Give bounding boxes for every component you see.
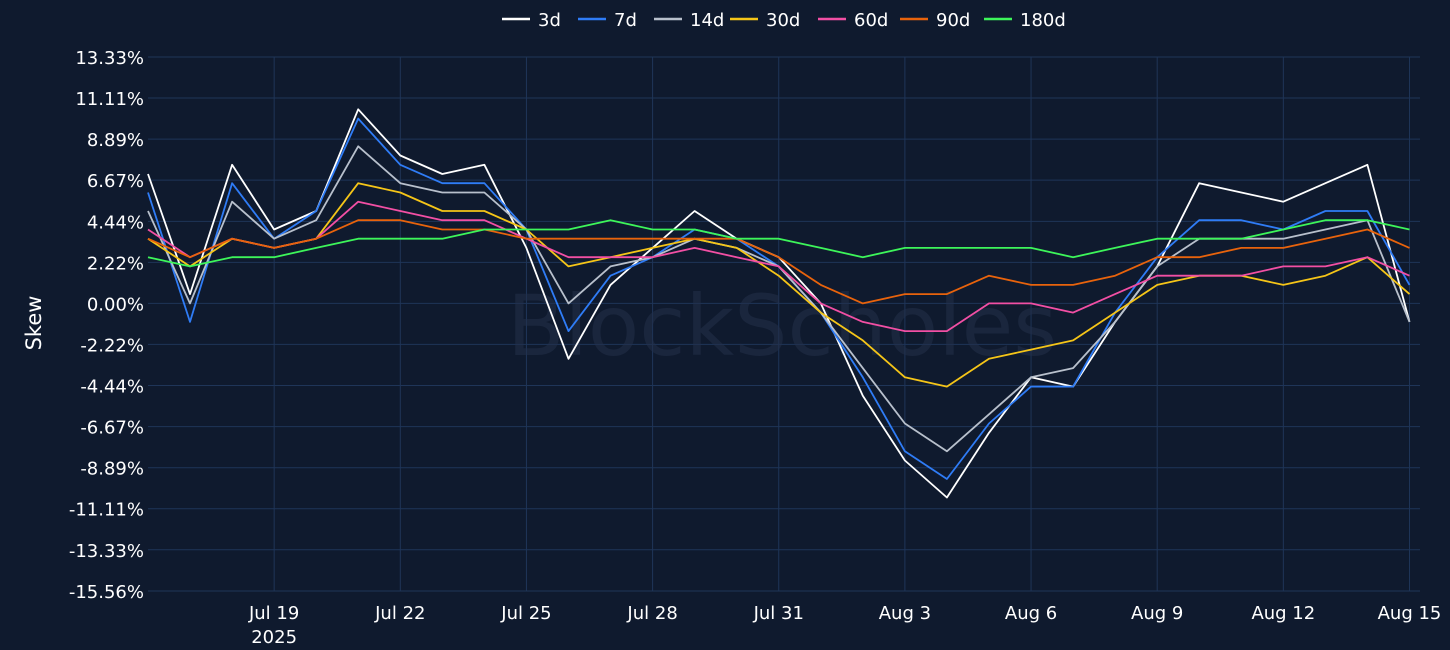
- y-tick-label: -6.67%: [80, 418, 144, 439]
- y-tick-label: -13.33%: [69, 541, 144, 562]
- y-tick-label: 6.67%: [87, 171, 144, 192]
- y-tick-label: 11.11%: [75, 89, 144, 110]
- y-axis-title: Skew: [22, 296, 46, 351]
- series-line-90d: [147, 219, 1410, 305]
- y-tick-label: -2.22%: [80, 335, 144, 356]
- y-tick-label: 2.22%: [87, 253, 144, 274]
- x-tick-label: Aug 12: [1251, 603, 1315, 624]
- y-tick-label: 8.89%: [87, 130, 144, 151]
- x-tick-label: Aug 3: [879, 603, 931, 624]
- series-line-60d: [147, 200, 1410, 333]
- x-tick-label: Jul 25: [500, 603, 551, 624]
- legend-label-30d: 30d: [766, 10, 800, 31]
- x-tick-label: Aug 6: [1005, 603, 1057, 624]
- y-tick-label: 13.33%: [75, 48, 144, 69]
- x-tick-label: Jul 31: [753, 603, 804, 624]
- series-line-180d: [147, 219, 1410, 268]
- x-tick-label: Aug 9: [1131, 603, 1183, 624]
- y-axis: 13.33% 11.11% 8.89% 6.67% 4.44% 2.22% 0.00% -2.…: [69, 48, 144, 603]
- legend: 3d 7d 14d 30d 60d 90d 180d: [502, 10, 1066, 31]
- y-tick-label: -11.11%: [69, 500, 144, 521]
- x-tick-label: Jul 22: [374, 603, 425, 624]
- x-tick-label: Aug 15: [1378, 603, 1442, 624]
- watermark: BlockScholes: [507, 277, 1057, 375]
- x-axis: Jul 19 2025 Jul 22 Jul 25 Jul 28 Jul 31 Aug 3 A…: [248, 603, 1441, 648]
- y-tick-label: -4.44%: [80, 376, 144, 397]
- grid: [148, 56, 1420, 592]
- x-tick-label: Jul 19: [248, 603, 299, 624]
- legend-label-90d: 90d: [936, 10, 970, 31]
- y-tick-label: -15.56%: [69, 582, 144, 603]
- legend-label-60d: 60d: [854, 10, 888, 31]
- legend-label-14d: 14d: [690, 10, 724, 31]
- y-tick-label: 0.00%: [87, 294, 144, 315]
- legend-label-3d: 3d: [538, 10, 561, 31]
- x-tick-label: Jul 28: [626, 603, 677, 624]
- x-tick-sublabel: 2025: [251, 627, 297, 648]
- legend-label-7d: 7d: [614, 10, 637, 31]
- y-tick-label: -8.89%: [80, 459, 144, 480]
- y-tick-label: 4.44%: [87, 212, 144, 233]
- series-layer: [147, 108, 1411, 499]
- legend-label-180d: 180d: [1020, 10, 1066, 31]
